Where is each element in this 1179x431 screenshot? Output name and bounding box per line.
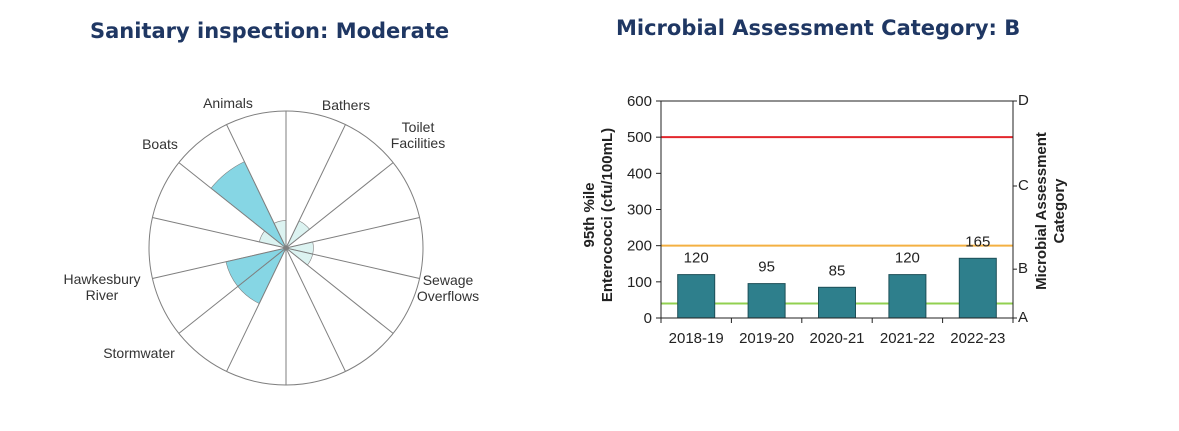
- polar-spoke: [285, 247, 394, 334]
- polar-spoke: [285, 247, 346, 372]
- polar-spoke: [226, 124, 287, 249]
- label-toilet-2: Facilities: [391, 135, 445, 151]
- y2-axis-label-line1: Microbial Assessment: [1033, 132, 1050, 290]
- label-boats: Boats: [142, 136, 178, 152]
- bar-2020-21: [818, 286, 856, 319]
- sanitary-inspection-title: Sanitary inspection: Moderate: [90, 19, 450, 43]
- polar-spoke: [152, 247, 287, 279]
- y2-tick-label: A: [1018, 309, 1028, 326]
- y-tick-label: 600: [627, 93, 652, 110]
- y-tick-label: 400: [627, 165, 652, 182]
- data-label: 120: [895, 250, 920, 267]
- label-sewage-2: Overflows: [417, 288, 479, 304]
- y2-axis-label-line2: Category: [1051, 178, 1068, 244]
- polar-spoke: [285, 247, 420, 279]
- polar-spoke: [285, 217, 420, 249]
- polar-outer-circle: [148, 110, 424, 386]
- label-sewage-1: Sewage: [423, 272, 474, 288]
- data-label: 165: [965, 233, 990, 250]
- data-label: 95: [758, 259, 775, 276]
- y2-tick-label: C: [1018, 177, 1029, 194]
- label-animals: Animals: [203, 95, 253, 111]
- label-toilet-1: Toilet: [402, 119, 435, 135]
- bar-2018-19: [677, 274, 716, 319]
- y-axis-label-line2: Enterococci (cfu/100mL): [599, 128, 616, 302]
- polar-spoke: [285, 162, 394, 249]
- polar-spoke: [178, 247, 287, 334]
- y-tick-label: 100: [627, 274, 652, 291]
- y2-tick-label: D: [1018, 92, 1029, 109]
- x-tick-label: 2022-23: [950, 330, 1005, 347]
- x-tick-label: 2021-22: [880, 330, 935, 347]
- polar-spoke: [285, 124, 346, 249]
- y-axis-label-line1: 95th %ile: [581, 182, 598, 247]
- y-tick-label: 300: [627, 202, 652, 219]
- bar-2019-20: [747, 283, 786, 319]
- label-stormwater: Stormwater: [103, 345, 175, 361]
- polar-spoke: [152, 217, 287, 249]
- label-hawkesbury-2: River: [86, 287, 119, 303]
- microbial-assessment-title: Microbial Assessment Category: B: [616, 16, 1021, 40]
- y-tick-label: 500: [627, 129, 652, 146]
- y-tick-label: 0: [644, 310, 652, 327]
- y-tick-label: 200: [627, 238, 652, 255]
- bar-2021-22: [888, 274, 927, 319]
- bar-2022-23: [958, 257, 997, 319]
- data-label: 120: [684, 250, 709, 267]
- polar-spoke: [178, 162, 287, 249]
- polar-spoke: [226, 247, 287, 372]
- plot-frame: [660, 100, 1014, 319]
- label-hawkesbury-1: Hawkesbury: [63, 271, 140, 287]
- x-tick-label: 2020-21: [809, 330, 864, 347]
- y2-tick-label: B: [1018, 260, 1028, 277]
- x-tick-label: 2018-19: [669, 330, 724, 347]
- x-tick-label: 2019-20: [739, 330, 794, 347]
- label-bathers: Bathers: [322, 97, 370, 113]
- data-label: 85: [829, 262, 846, 279]
